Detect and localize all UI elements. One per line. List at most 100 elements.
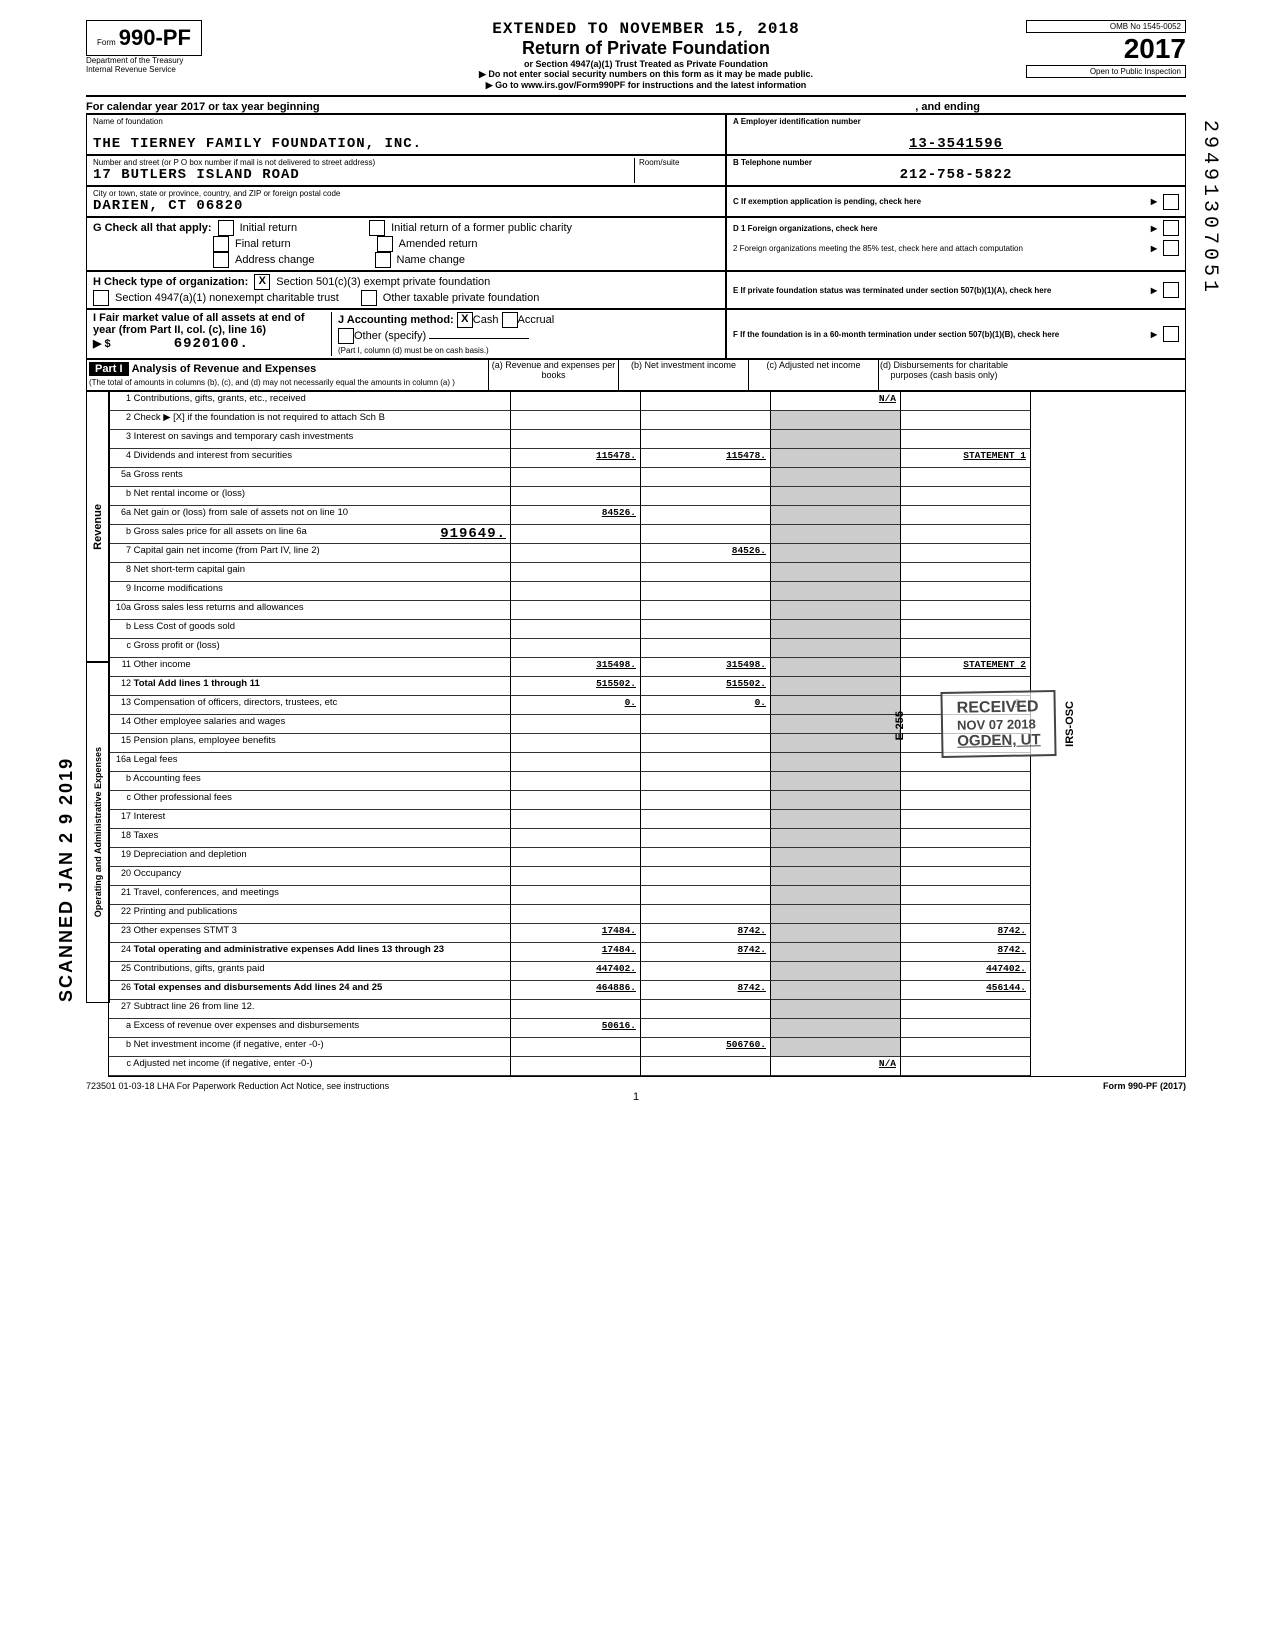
cell: 84526. bbox=[641, 544, 771, 563]
part1-sub: (The total of amounts in columns (b), (c… bbox=[89, 378, 455, 387]
cell bbox=[641, 886, 771, 905]
irs-label: Internal Revenue Service bbox=[86, 65, 266, 74]
cell bbox=[641, 468, 771, 487]
final-return-checkbox[interactable] bbox=[213, 236, 229, 252]
cell bbox=[641, 430, 771, 449]
cell bbox=[771, 563, 901, 582]
c-checkbox[interactable] bbox=[1163, 194, 1179, 210]
cell: 464886. bbox=[511, 981, 641, 1000]
cell: 315498. bbox=[511, 658, 641, 677]
f-label: F If the foundation is in a 60-month ter… bbox=[733, 330, 1059, 339]
cell bbox=[901, 886, 1031, 905]
col-d-hdr: (d) Disbursements for charitable purpose… bbox=[879, 360, 1009, 390]
cell bbox=[511, 734, 641, 753]
other-method-checkbox[interactable] bbox=[338, 328, 354, 344]
e-checkbox[interactable] bbox=[1163, 282, 1179, 298]
cell bbox=[641, 639, 771, 658]
row-desc: 10a Gross sales less returns and allowan… bbox=[109, 601, 511, 620]
cell bbox=[641, 1019, 771, 1038]
cell bbox=[771, 1038, 901, 1057]
name-change-checkbox[interactable] bbox=[375, 252, 391, 268]
cell: 515502. bbox=[511, 677, 641, 696]
cell bbox=[901, 582, 1031, 601]
h-4947-label: Section 4947(a)(1) nonexempt charitable … bbox=[115, 292, 339, 304]
scanned-stamp: SCANNED JAN 2 9 2019 bbox=[56, 757, 77, 1002]
cell bbox=[771, 886, 901, 905]
initial-return-checkbox[interactable] bbox=[218, 220, 234, 236]
f-checkbox[interactable] bbox=[1163, 326, 1179, 342]
cell bbox=[901, 392, 1031, 411]
page-num: 1 bbox=[86, 1091, 1186, 1103]
irs-osc-stamp: IRS-OSC bbox=[1064, 701, 1076, 747]
revenue-label: Revenue bbox=[92, 504, 104, 550]
omb-label: OMB No 1545-0052 bbox=[1026, 20, 1186, 33]
initial-former-label: Initial return of a former public charit… bbox=[391, 222, 572, 234]
row-desc: b Net rental income or (loss) bbox=[109, 487, 511, 506]
cell bbox=[901, 1057, 1031, 1076]
row-desc: 16a Legal fees bbox=[109, 753, 511, 772]
city: DARIEN, CT 06820 bbox=[93, 198, 719, 214]
cell bbox=[901, 867, 1031, 886]
final-return-label: Final return bbox=[235, 238, 291, 250]
cash-label: Cash bbox=[473, 314, 499, 326]
h-501c3-checkbox[interactable]: X bbox=[254, 274, 270, 290]
open-inspection: Open to Public Inspection bbox=[1026, 65, 1186, 78]
cell bbox=[511, 639, 641, 658]
cell bbox=[511, 582, 641, 601]
d2-label: 2 Foreign organizations meeting the 85% … bbox=[733, 244, 1023, 253]
form-footer: Form 990-PF (2017) bbox=[1103, 1081, 1186, 1091]
initial-former-checkbox[interactable] bbox=[369, 220, 385, 236]
title: Return of Private Foundation bbox=[266, 38, 1026, 59]
h-4947-checkbox[interactable] bbox=[93, 290, 109, 306]
cell bbox=[511, 886, 641, 905]
ein-label: A Employer identification number bbox=[733, 117, 1179, 126]
accrual-checkbox[interactable] bbox=[502, 312, 518, 328]
h-other-label: Other taxable private foundation bbox=[383, 292, 540, 304]
cell bbox=[901, 1000, 1031, 1019]
cell bbox=[771, 1019, 901, 1038]
d2-checkbox[interactable] bbox=[1163, 240, 1179, 256]
cell bbox=[771, 829, 901, 848]
row-desc: c Other professional fees bbox=[109, 791, 511, 810]
cell bbox=[641, 525, 771, 544]
addr-change-checkbox[interactable] bbox=[213, 252, 229, 268]
cell bbox=[771, 677, 901, 696]
ein: 13-3541596 bbox=[733, 136, 1179, 152]
cell bbox=[771, 639, 901, 658]
h-other-checkbox[interactable] bbox=[361, 290, 377, 306]
cell bbox=[901, 487, 1031, 506]
cell bbox=[511, 430, 641, 449]
cell bbox=[771, 753, 901, 772]
cell bbox=[771, 848, 901, 867]
row-desc: 8 Net short-term capital gain bbox=[109, 563, 511, 582]
cell bbox=[901, 848, 1031, 867]
cell bbox=[771, 772, 901, 791]
cell bbox=[641, 772, 771, 791]
cell bbox=[771, 905, 901, 924]
cell bbox=[511, 563, 641, 582]
j-label: J Accounting method: bbox=[338, 314, 454, 326]
cell bbox=[641, 601, 771, 620]
cell: 115478. bbox=[511, 449, 641, 468]
cell bbox=[901, 525, 1031, 544]
cell bbox=[901, 620, 1031, 639]
cell bbox=[771, 525, 901, 544]
cell bbox=[511, 468, 641, 487]
form-page: 29491307051 SCANNED JAN 2 9 2019 Form 99… bbox=[86, 20, 1186, 1103]
cell bbox=[641, 411, 771, 430]
cell bbox=[511, 487, 641, 506]
cell: 17484. bbox=[511, 924, 641, 943]
row-desc: b Accounting fees bbox=[109, 772, 511, 791]
d1-checkbox[interactable] bbox=[1163, 220, 1179, 236]
foundation-name: THE TIERNEY FAMILY FOUNDATION, INC. bbox=[93, 136, 719, 152]
cell bbox=[901, 829, 1031, 848]
cell bbox=[771, 696, 901, 715]
cell: 8742. bbox=[901, 924, 1031, 943]
cell bbox=[511, 772, 641, 791]
cell bbox=[511, 905, 641, 924]
amended-checkbox[interactable] bbox=[377, 236, 393, 252]
cell: STATEMENT 1 bbox=[901, 449, 1031, 468]
room-label: Room/suite bbox=[634, 158, 719, 183]
cash-checkbox[interactable]: X bbox=[457, 312, 473, 328]
row-desc: c Adjusted net income (if negative, ente… bbox=[109, 1057, 511, 1076]
